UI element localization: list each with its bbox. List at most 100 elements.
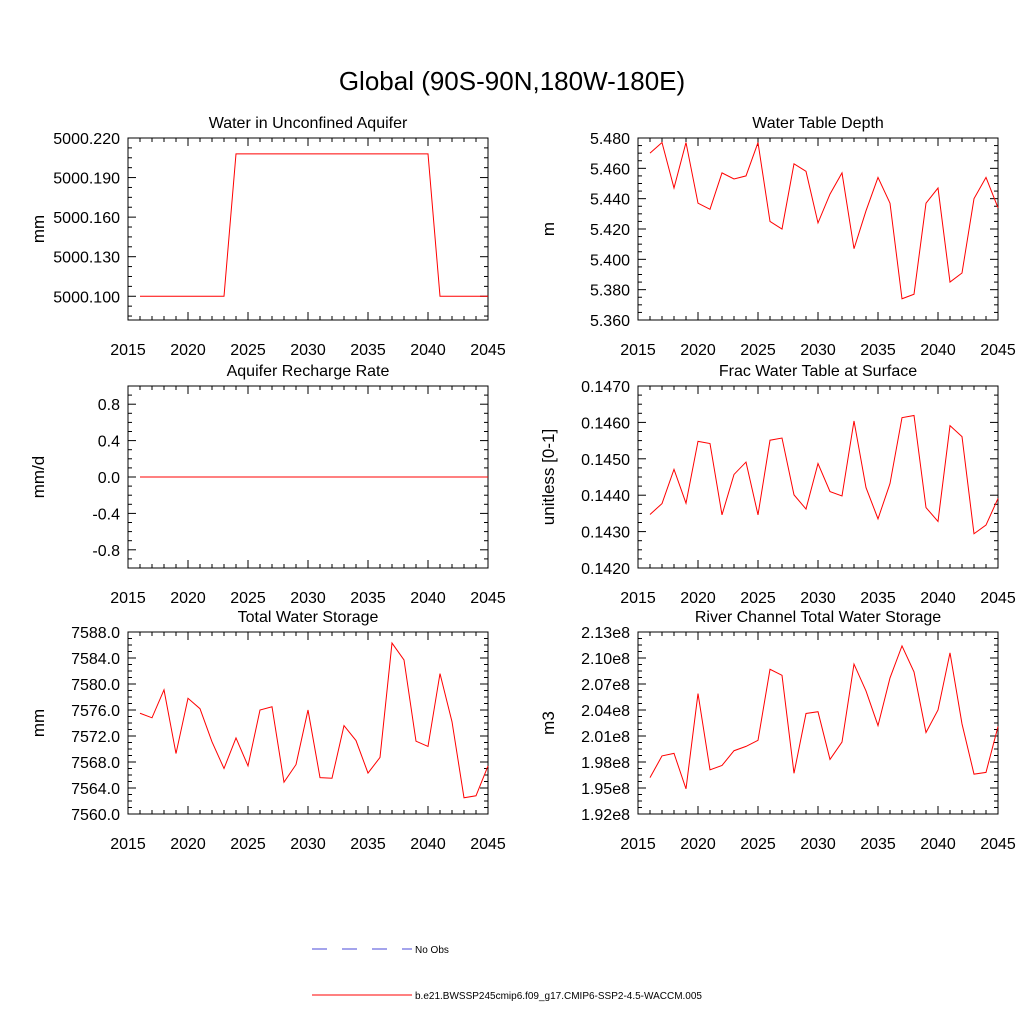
y-tick-label: 5.480	[590, 131, 630, 148]
y-tick-label: 2.04e8	[581, 703, 630, 720]
y-tick-label: 0.8	[98, 397, 120, 414]
y-axis-label: m	[539, 222, 558, 236]
x-tick-label: 2035	[860, 590, 896, 607]
y-tick-label: 7564.0	[71, 781, 120, 798]
x-tick-label: 2020	[170, 836, 206, 853]
x-tick-label: 2015	[620, 590, 656, 607]
x-tick-label: 2045	[470, 836, 506, 853]
x-tick-label: 2015	[620, 836, 656, 853]
x-tick-label: 2030	[800, 590, 836, 607]
y-tick-label: 0.0	[98, 470, 120, 487]
y-tick-label: 5000.220	[53, 131, 120, 148]
y-tick-label: 1.95e8	[581, 781, 630, 798]
y-tick-label: 5000.160	[53, 210, 120, 227]
x-tick-label: 2020	[170, 590, 206, 607]
y-tick-label: 0.1470	[581, 379, 630, 396]
y-tick-label: 5.420	[590, 222, 630, 239]
y-tick-label: 5.440	[590, 192, 630, 209]
x-tick-label: 2025	[230, 342, 266, 359]
series-line	[139, 641, 489, 799]
x-tick-label: 2020	[680, 590, 716, 607]
y-axis-label: mm/d	[29, 456, 48, 499]
y-tick-label: 5000.190	[53, 171, 120, 188]
x-tick-label: 2030	[290, 342, 326, 359]
x-tick-label: 2040	[920, 342, 956, 359]
y-tick-label: -0.4	[92, 506, 120, 523]
y-tick-label: 7588.0	[71, 625, 120, 642]
y-tick-label: 5.360	[590, 313, 630, 330]
y-tick-label: 1.92e8	[581, 807, 630, 824]
panel-title: River Channel Total Water Storage	[695, 609, 941, 626]
x-tick-label: 2020	[680, 342, 716, 359]
panel-unconfined-aquifer: Water in Unconfined Aquifer mm 2015 2020 202…	[29, 115, 506, 359]
y-tick-label: 2.07e8	[581, 677, 630, 694]
y-tick-label: 5.380	[590, 283, 630, 300]
series-line	[649, 141, 999, 300]
x-tick-label: 2045	[470, 342, 506, 359]
y-tick-label: -0.8	[92, 543, 120, 560]
x-tick-label: 2015	[110, 342, 146, 359]
x-tick-label: 2025	[740, 342, 776, 359]
x-tick-label: 2035	[860, 836, 896, 853]
panel-river-channel-storage: River Channel Total Water Storage m3 2015 2…	[539, 609, 1016, 853]
y-tick-label: 1.98e8	[581, 755, 630, 772]
panel-title: Frac Water Table at Surface	[719, 363, 917, 380]
x-tick-label: 2040	[920, 836, 956, 853]
y-axis-label: mm	[29, 215, 48, 243]
y-tick-label: 7584.0	[71, 651, 120, 668]
x-tick-label: 2015	[620, 342, 656, 359]
y-axis-label: mm	[29, 709, 48, 737]
y-tick-label: 0.1420	[581, 561, 630, 578]
y-axis-label: unitless [0-1]	[539, 429, 558, 525]
y-tick-label: 7568.0	[71, 755, 120, 772]
x-tick-label: 2020	[680, 836, 716, 853]
x-tick-label: 2035	[350, 836, 386, 853]
x-tick-label: 2040	[410, 342, 446, 359]
y-tick-label: 7580.0	[71, 677, 120, 694]
panel-frac-water-table: Frac Water Table at Surface unitless [0-1…	[539, 363, 1016, 607]
y-tick-label: 5.460	[590, 161, 630, 178]
y-tick-label: 0.4	[98, 434, 120, 451]
panel-title: Water in Unconfined Aquifer	[209, 115, 408, 132]
y-tick-label: 0.1460	[581, 415, 630, 432]
x-tick-label: 2030	[800, 342, 836, 359]
x-tick-label: 2025	[230, 836, 266, 853]
y-tick-label: 7572.0	[71, 729, 120, 746]
panel-water-table-depth: Water Table Depth m 2015 2020 2025 2030 2035 20…	[539, 115, 1016, 359]
x-tick-label: 2035	[350, 590, 386, 607]
y-tick-label: 0.1440	[581, 488, 630, 505]
legend-no-obs-label: No Obs	[415, 945, 449, 956]
series-line	[649, 644, 999, 790]
y-tick-label: 7576.0	[71, 703, 120, 720]
x-tick-label: 2015	[110, 590, 146, 607]
x-tick-label: 2030	[290, 836, 326, 853]
x-tick-label: 2045	[980, 590, 1016, 607]
legend-case-label: b.e21.BWSSP245cmip6.f09_g17.CMIP6-SSP2-4…	[415, 991, 702, 1002]
y-tick-label: 0.1450	[581, 452, 630, 469]
x-tick-label: 2045	[980, 342, 1016, 359]
x-tick-label: 2035	[350, 342, 386, 359]
x-tick-label: 2045	[980, 836, 1016, 853]
figure-title: Global (90S-90N,180W-180E)	[339, 66, 685, 96]
y-tick-label: 7560.0	[71, 807, 120, 824]
x-tick-label: 2025	[230, 590, 266, 607]
series-line	[140, 153, 488, 297]
y-axis-label: m3	[539, 711, 558, 735]
x-tick-label: 2025	[740, 836, 776, 853]
panel-aquifer-recharge: Aquifer Recharge Rate mm/d 2015 2020 2025 203…	[29, 363, 506, 607]
legend: No Obs b.e21.BWSSP245cmip6.f09_g17.CMIP6…	[312, 945, 702, 1002]
y-tick-label: 2.01e8	[581, 729, 630, 746]
x-tick-label: 2035	[860, 342, 896, 359]
panel-total-water-storage: Total Water Storage mm 2015 2020 2025 2030 203…	[29, 609, 506, 853]
x-tick-label: 2025	[740, 590, 776, 607]
x-tick-label: 2040	[410, 590, 446, 607]
y-tick-label: 2.13e8	[581, 625, 630, 642]
x-tick-label: 2030	[290, 590, 326, 607]
x-tick-label: 2020	[170, 342, 206, 359]
y-tick-label: 2.10e8	[581, 651, 630, 668]
series-line	[649, 414, 999, 535]
panel-title: Total Water Storage	[238, 609, 379, 626]
y-tick-label: 5000.100	[53, 289, 120, 306]
